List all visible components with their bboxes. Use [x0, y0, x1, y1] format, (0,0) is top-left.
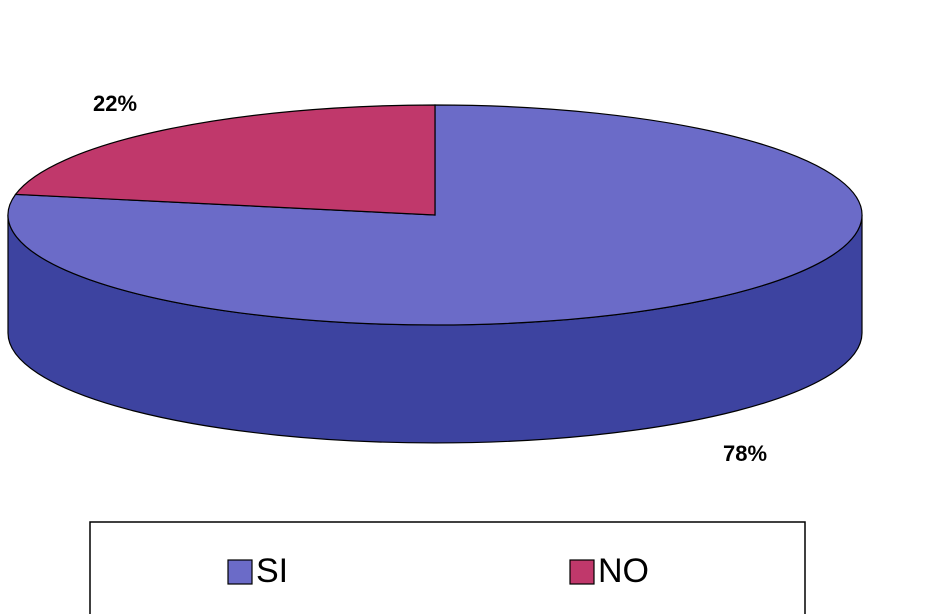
legend: SI NO	[227, 552, 649, 590]
legend-label: SI	[256, 552, 288, 590]
slice	[14, 104, 436, 216]
legend-label: NO	[598, 552, 649, 590]
data-label: 22%	[93, 91, 137, 116]
legend-box	[89, 521, 806, 614]
legend-swatch	[227, 559, 253, 585]
pie: 78% 22%	[7, 91, 863, 466]
data-label: 78%	[723, 441, 767, 466]
legend-swatch	[569, 559, 595, 585]
